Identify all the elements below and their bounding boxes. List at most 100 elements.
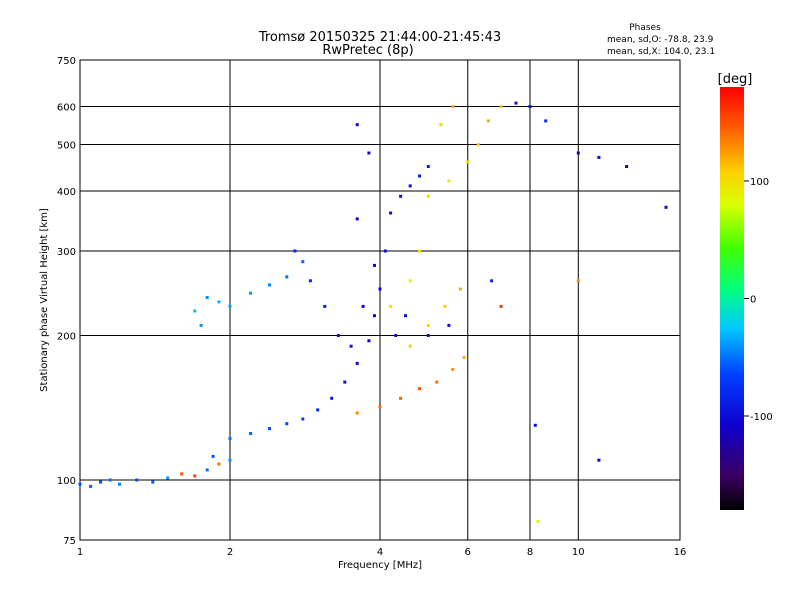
y-tick-label: 500 [57,141,76,152]
data-point [180,472,184,476]
data-point [514,101,518,105]
data-point [597,155,601,159]
x-tick-label: 6 [465,547,471,558]
data-point [576,279,580,283]
data-point [301,417,305,421]
data-point [118,482,121,486]
data-point [205,468,209,472]
data-point [193,309,197,313]
data-point [367,339,371,343]
data-point [205,296,209,299]
data-point [285,422,289,426]
data-point [323,304,327,308]
data-point [418,249,421,253]
data-point [418,174,421,178]
data-point [426,165,430,168]
data-point [249,291,253,295]
data-point [664,205,668,209]
data-point [426,334,430,337]
colorbar-tick-label: 0 [750,295,756,306]
data-point [336,334,340,337]
data-point [383,249,387,253]
annotation-line-1: mean, sd,O: -78.8, 23.9 [607,35,714,45]
data-point [301,260,305,264]
data-point [533,423,537,427]
data-point [249,432,253,435]
data-point [378,405,382,409]
colorbar-ticks: 100 0 -100 [744,177,773,423]
data-point [78,482,82,486]
chart-subtitle: RwPretec (8p) [322,43,413,58]
data-point [217,300,221,304]
data-point [228,458,232,462]
data-point [285,275,289,279]
data-point [108,478,112,482]
chart-title: Tromsø 20150325 21:44:00-21:45:43 [258,30,501,45]
colorbar-tick-label: -100 [750,412,773,423]
data-point [490,279,494,283]
data-point [418,387,421,391]
grid-lines [79,59,681,541]
data-point [373,263,376,267]
data-point [228,437,232,441]
data-point [408,184,412,188]
y-tick-label: 300 [57,247,76,258]
data-point [228,304,232,308]
data-point [217,462,221,466]
data-point [308,279,312,283]
data-point [476,143,480,146]
y-tick-label: 100 [57,476,76,487]
data-point [378,287,382,291]
data-point [408,279,412,283]
data-point [462,356,466,359]
y-axis-label: Stationary phase Virtual Height [km] [39,208,50,392]
data-point [330,396,334,400]
x-tick-labels: 1 2 4 6 8 10 16 [77,547,687,558]
colorbar-tick-label: 100 [750,177,769,188]
data-point [443,304,447,308]
data-points [78,101,668,523]
annotation-line-2: mean, sd,X: 104.0, 23.1 [607,47,715,57]
x-tick-label: 10 [572,547,585,558]
data-point [211,454,215,458]
data-point [499,304,503,308]
data-point [435,380,439,384]
data-point [426,194,430,198]
data-point [439,123,443,127]
x-axis-label: Frequency [MHz] [338,560,422,571]
data-point [349,344,353,348]
data-point [499,105,503,108]
data-point [404,314,407,318]
y-tick-label: 75 [63,536,76,547]
x-tick-label: 4 [377,547,383,558]
y-tick-label: 750 [57,56,76,67]
data-point [394,334,398,337]
data-point [544,119,548,123]
data-point [367,151,371,155]
data-point [151,480,155,484]
y-tick-label: 200 [57,332,76,343]
data-point [399,396,403,400]
data-point [135,478,139,482]
data-point [466,160,470,164]
data-point [355,411,359,415]
colorbar-label: [deg] [718,72,753,87]
y-tick-labels: 75 100 200 300 400 500 600 750 [57,56,76,547]
data-point [576,151,580,155]
data-point [343,380,347,384]
data-point [389,211,393,215]
x-tick-label: 8 [527,547,533,558]
data-point [447,179,451,183]
data-point [389,304,393,308]
y-tick-label: 600 [57,103,76,114]
annotation-title: Phases [629,23,661,33]
data-point [355,217,359,221]
data-point [355,123,359,127]
data-point [293,249,297,253]
data-point [373,314,376,318]
data-point [486,119,490,123]
data-point [355,361,359,365]
data-point [536,519,540,523]
data-point [447,323,451,327]
